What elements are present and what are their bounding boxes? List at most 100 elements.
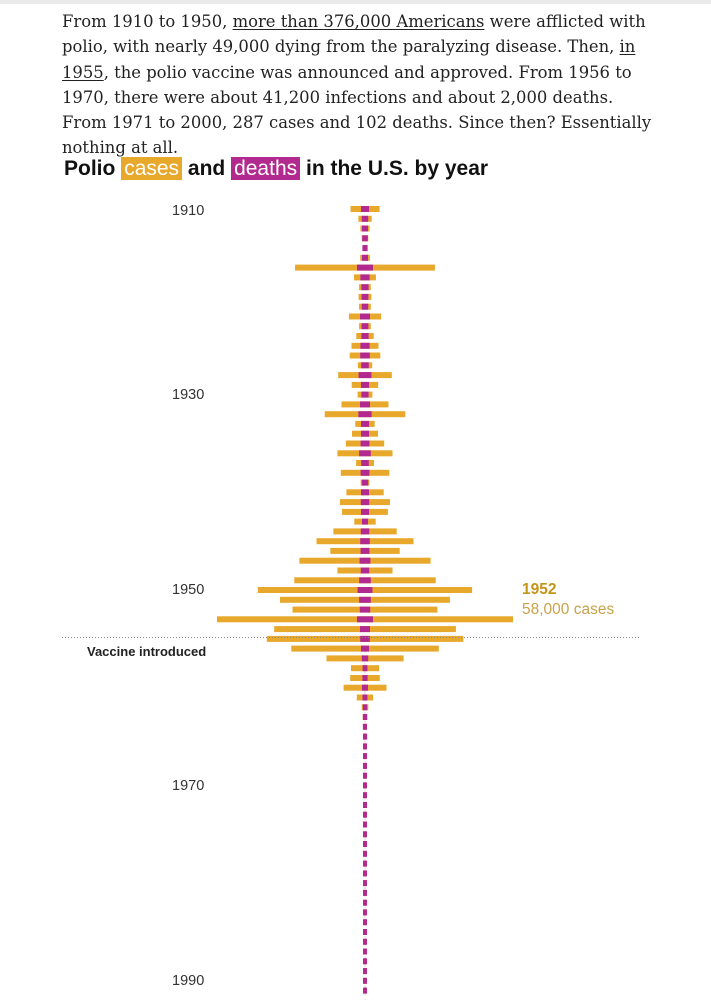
deaths-bar-1971 [363,802,367,808]
deaths-bar-1923 [361,333,369,339]
deaths-bar-1965 [363,743,367,750]
title-cases-legend: cases [121,157,183,180]
deaths-bar-1983 [363,919,367,926]
deaths-bar-1945 [360,547,370,554]
year-label-1990: 1990 [172,973,204,989]
deaths-bar-1946 [359,557,371,564]
deaths-bar-1956 [361,655,369,662]
intro-paragraph: From 1910 to 1950, more than 376,000 Ame… [62,9,662,161]
vaccine-label: Vaccine introduced [87,644,206,659]
year-label-1930: 1930 [172,387,204,403]
deaths-bar-1941 [361,508,369,515]
intro-text-2: were afflicted with polio, with nearly 4… [62,12,646,57]
deaths-bar-1947 [360,567,370,574]
deaths-bar-1984 [363,929,367,935]
deaths-bar-1912 [362,225,368,232]
deaths-bar-1933 [361,430,369,437]
deaths-bar-1988 [363,968,367,975]
deaths-bar-1948 [359,577,371,584]
deaths-bar-1929 [361,391,369,398]
deaths-bar-1920 [361,303,369,310]
deaths-bar-1966 [363,753,367,760]
deaths-bar-1937 [360,469,370,476]
deaths-bar-1931 [358,411,372,418]
deaths-bar-1967 [363,762,367,769]
vaccine-year-link[interactable]: in 1955 [62,37,636,82]
year-label-1910: 1910 [172,203,204,219]
deaths-bar-1949 [357,587,373,593]
deaths-bar-1950 [359,596,371,603]
year-label-1950: 1950 [172,582,204,598]
intro-text-3: , the polio vaccine was announced and ap… [62,62,652,158]
deaths-bar-1963 [362,723,367,730]
deaths-bar-1927 [358,372,372,379]
annotation-cases: 58,000 cases [522,601,614,618]
deaths-bar-1944 [360,538,370,545]
deaths-bar-1958 [362,675,368,681]
deaths-bar-1977 [363,860,367,867]
deaths-bar-1910 [361,206,369,212]
deaths-bar-1990 [363,987,367,994]
deaths-bar-1942 [362,518,368,525]
deaths-bar-1926 [361,362,369,369]
bars-group [217,206,513,994]
deaths-bar-1951 [359,606,371,613]
deaths-bar-1913 [362,235,368,242]
deaths-bar-1981 [363,899,367,906]
deaths-bar-1974 [363,831,367,838]
deaths-bar-1975 [363,841,367,847]
deaths-bar-1968 [363,772,367,779]
deaths-bar-1924 [360,342,370,349]
top-divider [0,0,711,4]
deaths-bar-1987 [363,958,367,965]
title-text-post: in the U.S. by year [305,157,489,180]
deaths-bar-1980 [363,889,367,896]
deaths-bar-1916 [357,264,373,271]
deaths-bar-1932 [361,420,369,427]
deaths-bar-1934 [360,440,370,447]
deaths-bar-1928 [361,381,369,388]
deaths-bar-1943 [360,528,370,535]
polio-chart: 1910 1930 1950 1970 1990 Vaccine introdu… [62,203,640,1000]
deaths-bar-1919 [361,293,369,300]
annotation-year: 1952 [522,581,556,598]
deaths-bar-1935 [359,450,371,457]
deaths-bar-1940 [360,499,370,506]
deaths-bar-1969 [363,782,367,789]
deaths-bar-1921 [360,313,370,320]
cases-link[interactable]: more than 376,000 Americans [232,12,485,31]
deaths-bar-1973 [363,821,367,828]
deaths-bar-1925 [360,352,370,359]
deaths-bar-1959 [362,684,368,691]
deaths-bar-1986 [363,948,367,955]
chart-title: Polio cases and deaths in the U.S. by ye… [64,157,488,181]
deaths-bar-1972 [363,811,367,818]
deaths-bar-1982 [363,909,367,916]
deaths-bar-1952 [357,616,373,623]
deaths-bar-1978 [363,870,367,877]
deaths-bar-1918 [361,284,369,291]
deaths-bar-1962 [362,714,368,720]
deaths-bar-1964 [363,733,368,740]
year-label-1970: 1970 [172,778,204,794]
year-labels: 1910 1930 1950 1970 1990 [172,203,204,989]
title-text-mid: and [187,157,226,180]
deaths-bar-1915 [362,254,368,261]
deaths-bar-1953 [360,626,370,633]
deaths-bar-1989 [363,977,367,984]
deaths-bar-1939 [361,489,369,496]
deaths-bar-1970 [363,792,367,799]
deaths-bar-1954 [360,635,370,642]
deaths-bar-1922 [361,323,369,330]
deaths-bar-1936 [361,460,369,466]
deaths-bar-1976 [363,850,367,857]
title-deaths-legend: deaths [231,157,301,180]
deaths-bar-1960 [362,694,368,701]
title-text-pre: Polio [64,157,116,180]
deaths-bar-1938 [361,479,369,486]
deaths-bar-1957 [362,665,368,672]
deaths-bar-1914 [362,245,368,252]
deaths-bar-1961 [362,704,368,711]
deaths-bar-1911 [361,215,369,222]
deaths-bar-1955 [361,645,369,652]
